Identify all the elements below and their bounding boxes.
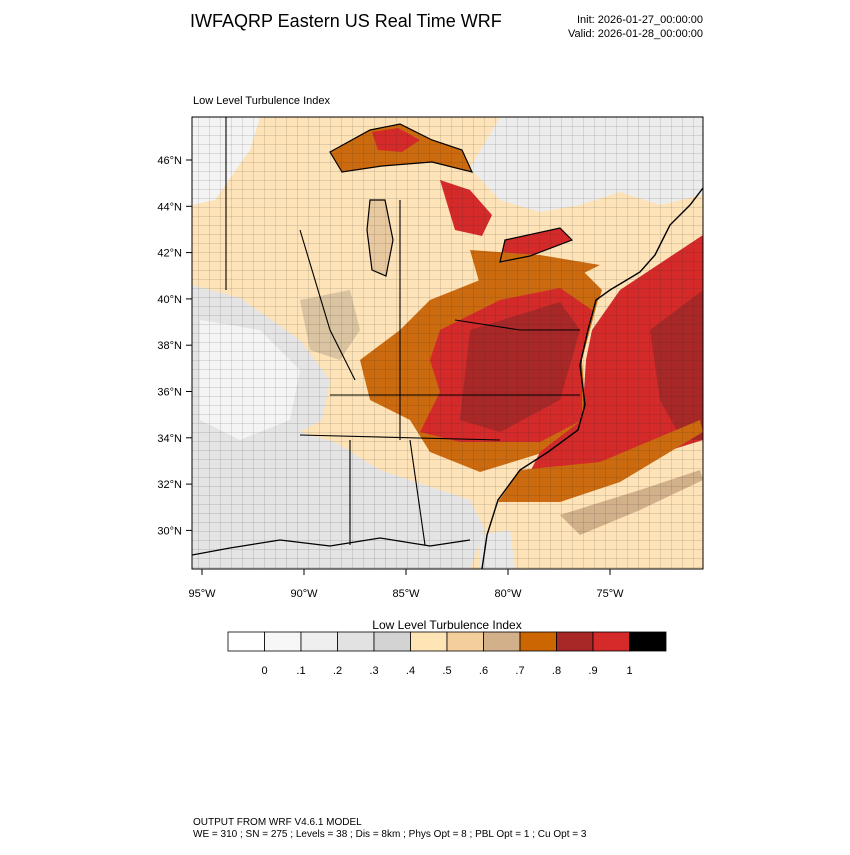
colorbar-label: .1 <box>296 665 305 677</box>
colorbar-box <box>592 631 630 652</box>
colorbar-label: .9 <box>588 665 597 677</box>
colorbar-label: .6 <box>479 665 488 677</box>
map <box>192 117 703 569</box>
lat-labels: 46°N 44°N 42°N 40°N 38°N 36°N 34°N 32°N 30°N <box>157 155 192 537</box>
lat-label: 40°N <box>157 294 182 306</box>
colorbar-box <box>264 631 302 652</box>
lat-label: 44°N <box>157 201 182 213</box>
lat-label: 46°N <box>157 155 182 167</box>
colorbar-box <box>337 631 375 652</box>
colorbar-box <box>556 631 594 652</box>
colorbar-box <box>373 631 411 652</box>
lon-label: 90°W <box>290 588 318 600</box>
footer-line: WE = 310 ; SN = 275 ; Levels = 38 ; Dis … <box>193 829 587 840</box>
lat-label: 36°N <box>157 387 182 399</box>
colorbar-label: .4 <box>406 665 415 677</box>
colorbar-label: .7 <box>515 665 524 677</box>
lat-label: 38°N <box>157 340 182 352</box>
colorbar-box <box>629 631 667 652</box>
lon-label: 85°W <box>392 588 420 600</box>
lon-label: 75°W <box>596 588 624 600</box>
lat-label: 32°N <box>157 479 182 491</box>
footer-line: OUTPUT FROM WRF V4.6.1 MODEL <box>193 817 362 828</box>
colorbar-title: Low Level Turbulence Index <box>372 618 521 632</box>
lat-label: 42°N <box>157 248 182 260</box>
colorbar-label: .3 <box>369 665 378 677</box>
colorbar-box <box>410 631 448 652</box>
lat-label: 34°N <box>157 433 182 445</box>
colorbar: 0 .1 .2 .3 .4 .5 .6 .7 .8 .9 1 <box>227 631 667 677</box>
colorbar-label: 0 <box>261 665 267 677</box>
colorbar-box <box>483 631 521 652</box>
title: IWFAQRP Eastern US Real Time WRF <box>190 11 502 31</box>
panel-title: Low Level Turbulence Index <box>193 95 330 107</box>
colorbar-box <box>519 631 557 652</box>
colorbar-box <box>300 631 338 652</box>
lon-label: 95°W <box>188 588 216 600</box>
init-time: Init: 2026-01-27_00:00:00 <box>577 14 703 26</box>
lon-label: 80°W <box>494 588 522 600</box>
lat-label: 30°N <box>157 525 182 537</box>
lon-labels: 95°W 90°W 85°W 80°W 75°W <box>188 569 624 600</box>
colorbar-label: 1 <box>626 665 632 677</box>
colorbar-label: .5 <box>442 665 451 677</box>
colorbar-label: .2 <box>333 665 342 677</box>
colorbar-box <box>227 631 265 652</box>
colorbar-label: .8 <box>552 665 561 677</box>
valid-time: Valid: 2026-01-28_00:00:00 <box>568 28 703 40</box>
colorbar-box <box>446 631 484 652</box>
map-frame <box>191 116 704 570</box>
